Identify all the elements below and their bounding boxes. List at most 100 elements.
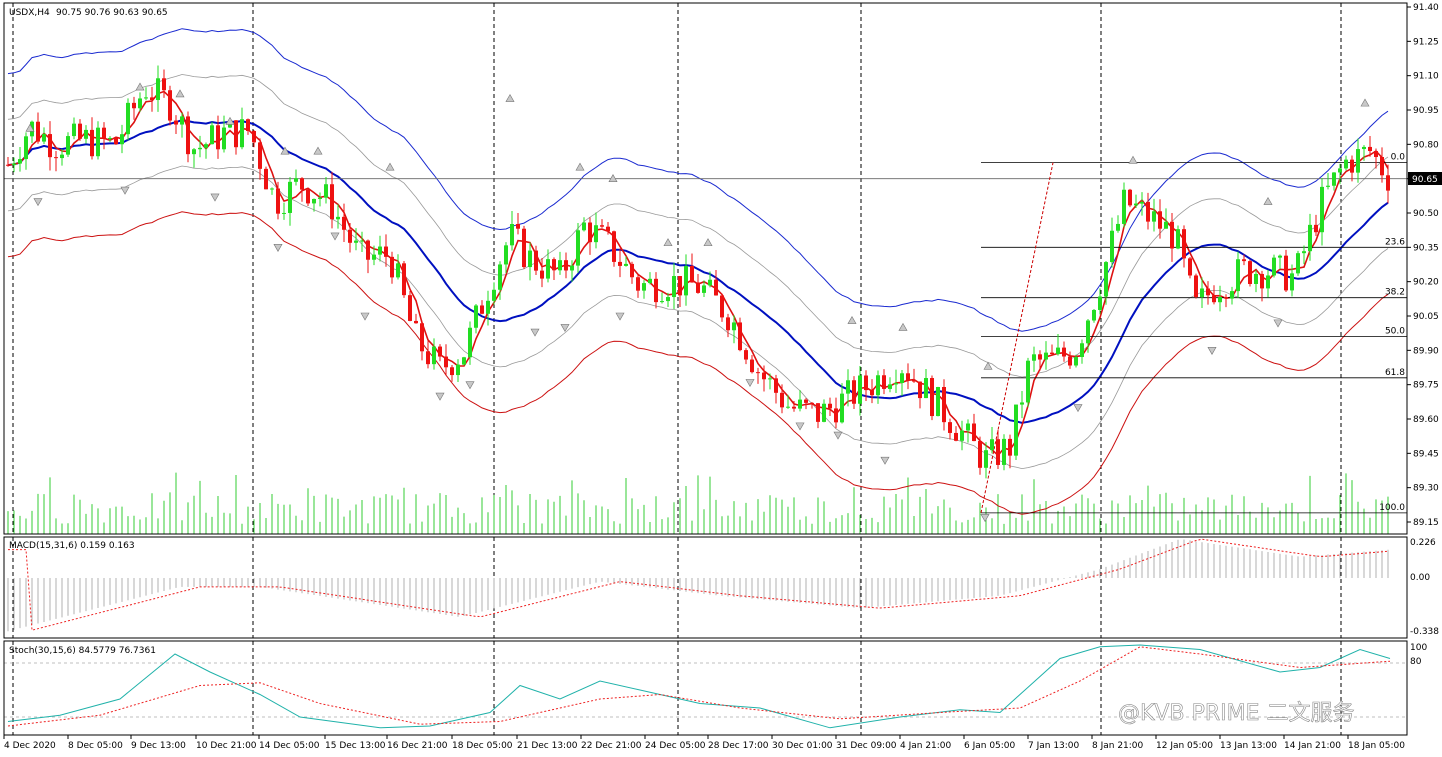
- candle-body: [444, 356, 448, 368]
- candle-body: [636, 277, 640, 291]
- candle-body: [264, 168, 268, 190]
- fib-level-label: 50.0: [1385, 327, 1405, 337]
- candle-body: [438, 346, 442, 357]
- fib-trend-line: [980, 162, 1054, 513]
- candle-body: [660, 301, 664, 303]
- candle-body: [822, 403, 826, 422]
- time-tick-label: 31 Dec 09:00: [836, 741, 897, 751]
- candle-body: [18, 159, 22, 164]
- candle-body: [1098, 296, 1102, 310]
- candle-body: [624, 263, 628, 266]
- candle-body: [312, 198, 316, 204]
- candle-body: [672, 276, 676, 298]
- stoch-panel-frame: [3, 640, 1408, 736]
- fib-level-label: 100.0: [1379, 503, 1405, 513]
- candle-body: [150, 97, 154, 101]
- candle-body: [342, 216, 346, 230]
- candle-body: [1248, 261, 1252, 285]
- candle-body: [984, 450, 988, 468]
- time-tick-label: 22 Dec 21:00: [581, 741, 642, 751]
- time-tick-label: 24 Dec 05:00: [645, 741, 706, 751]
- candle-body: [1050, 352, 1054, 355]
- price-tick-label: 90.35: [1413, 243, 1439, 253]
- fractal-up-arrow: [135, 82, 145, 91]
- candle-body: [1314, 224, 1318, 233]
- candle-body: [1218, 296, 1222, 303]
- time-axis: 4 Dec 2020 8 Dec 05:00 9 Dec 13:00 10 Dec 2…: [3, 735, 1405, 751]
- time-tick-label: 13 Jan 13:00: [1220, 741, 1277, 751]
- fractal-up-arrow: [25, 123, 35, 132]
- candle-body: [84, 129, 88, 139]
- candle-body: [1092, 309, 1096, 321]
- stoch-signal-line: [7, 646, 1391, 727]
- time-tick-label: 16 Dec 21:00: [387, 741, 448, 751]
- fractal-up-arrow: [1263, 196, 1273, 205]
- price-candles[interactable]: [6, 65, 1390, 479]
- candle-body: [648, 278, 652, 284]
- candle-body: [720, 295, 724, 318]
- candle-body: [420, 323, 424, 352]
- fractal-up-arrow: [847, 315, 857, 324]
- candle-body: [1074, 357, 1078, 366]
- candle-body: [60, 154, 64, 159]
- fractal-down-arrow: [360, 312, 370, 321]
- candle-body: [780, 392, 784, 408]
- candle-body: [1020, 402, 1024, 405]
- candle-body: [912, 380, 916, 382]
- candle-body: [222, 127, 226, 150]
- candle-body: [558, 260, 562, 271]
- candle-body: [690, 265, 694, 283]
- candle-body: [1344, 159, 1348, 169]
- candle-body: [1080, 343, 1084, 358]
- price-tick-label: 91.10: [1413, 72, 1439, 82]
- candle-body: [810, 402, 814, 404]
- fractal-down-arrow: [273, 244, 283, 252]
- fractal-down-arrow: [435, 392, 445, 401]
- fib-level-label: 0.0: [1391, 153, 1406, 163]
- candle-body: [1044, 352, 1048, 360]
- fractal-up-arrow: [313, 146, 323, 155]
- candle-body: [138, 98, 142, 109]
- candle-body: [120, 134, 124, 145]
- candle-body: [426, 351, 430, 365]
- time-tick-label: 6 Jan 05:00: [964, 741, 1016, 751]
- fib-level-label: 61.8: [1385, 368, 1405, 378]
- candle-body: [540, 270, 544, 279]
- candle-body: [1068, 356, 1072, 366]
- fib-level-label: 38.2: [1385, 288, 1405, 298]
- candle-body: [534, 250, 538, 271]
- candle-body: [732, 322, 736, 331]
- candle-body: [432, 346, 436, 365]
- time-tick-label: 18 Jan 05:00: [1348, 741, 1405, 751]
- candle-body: [594, 225, 598, 243]
- candle-body: [864, 375, 868, 391]
- candle-body: [768, 378, 772, 380]
- candle-body: [1146, 201, 1150, 222]
- candle-body: [1368, 146, 1372, 152]
- time-tick-label: 8 Dec 05:00: [68, 741, 123, 751]
- fractal-down-arrow: [795, 422, 805, 431]
- candle-body: [258, 142, 262, 169]
- time-tick-label: 4 Jan 21:00: [900, 741, 952, 751]
- watermark: @KVB PRIME 二文服务: [1118, 701, 1354, 726]
- candle-body: [1362, 146, 1366, 150]
- candle-body: [366, 240, 370, 260]
- candle-body: [834, 408, 838, 423]
- fractal-up-arrow: [385, 162, 395, 171]
- candle-body: [1134, 203, 1138, 206]
- candle-body: [1212, 295, 1216, 303]
- price-tick-label: 90.05: [1413, 312, 1439, 322]
- candle-body: [954, 432, 958, 441]
- candle-body: [600, 225, 604, 227]
- candle-body: [1236, 259, 1240, 292]
- price-tick-label: 90.80: [1413, 140, 1439, 150]
- candle-body: [804, 399, 808, 403]
- candle-body: [1086, 320, 1090, 344]
- candle-body: [450, 367, 454, 376]
- candle-body: [468, 327, 472, 358]
- candle-body: [966, 423, 970, 431]
- candle-body: [702, 285, 706, 293]
- candle-body: [78, 123, 82, 139]
- candle-body: [1254, 273, 1258, 285]
